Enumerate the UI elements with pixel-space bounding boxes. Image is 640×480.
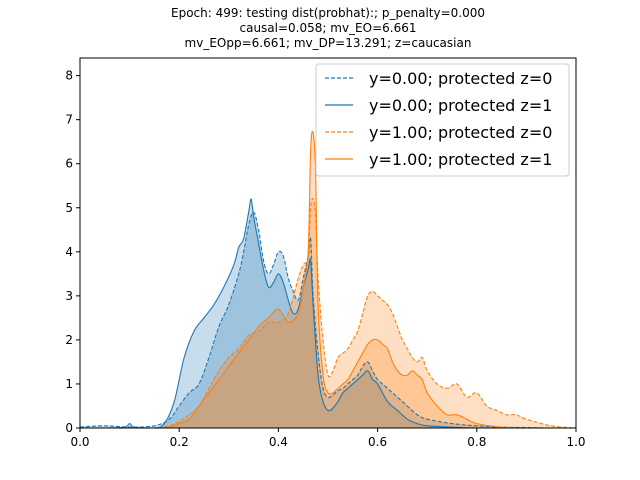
legend-label: y=1.00; protected z=0 [369, 123, 552, 142]
y-tick-label: 5 [65, 201, 73, 215]
plot-frame [79, 57, 577, 429]
y-tick-label: 7 [65, 113, 73, 127]
chart-title: Epoch: 499: testing dist(probhat):; p_pe… [171, 6, 485, 50]
x-tick-label: 0.0 [70, 435, 89, 449]
series-3-area [80, 198, 576, 428]
y-tick-label: 6 [65, 157, 73, 171]
x-axis: 0.0 0.2 0.4 0.6 0.8 1.0 [70, 428, 586, 449]
x-tick-label: 0.4 [269, 435, 288, 449]
x-tick-label: 0.8 [467, 435, 486, 449]
series-1-area [80, 212, 576, 428]
density-lines [79, 130, 577, 429]
legend-box [315, 63, 570, 177]
legend-label: y=1.00; protected z=1 [369, 150, 552, 169]
series-4-line [80, 130, 576, 429]
y-axis: 0 1 2 3 4 5 6 7 8 [65, 69, 80, 435]
y-tick-label: 1 [65, 377, 73, 391]
x-tick-label: 0.2 [170, 435, 189, 449]
title-line-2: causal=0.058; mv_EO=6.661 [240, 21, 417, 35]
y-tick-label: 0 [65, 421, 73, 435]
x-tick-label: 1.0 [566, 435, 585, 449]
legend-item-4: y=1.00; protected z=1 [325, 150, 552, 169]
legend-label: y=0.00; protected z=0 [369, 69, 552, 88]
legend-item-1: y=0.00; protected z=0 [325, 69, 552, 88]
x-tick-label: 0.6 [368, 435, 387, 449]
legend-label: y=0.00; protected z=1 [369, 96, 552, 115]
title-line-3: mv_EOpp=6.661; mv_DP=13.291; z=caucasian [185, 36, 472, 50]
legend-item-2: y=0.00; protected z=1 [325, 96, 552, 115]
y-tick-label: 4 [65, 245, 73, 259]
title-line-1: Epoch: 499: testing dist(probhat):; p_pe… [171, 6, 485, 20]
series-2-line [80, 198, 576, 429]
y-tick-label: 3 [65, 289, 73, 303]
series-3-line [80, 197, 577, 429]
legend: y=0.00; protected z=0 y=0.00; protected z… [315, 63, 570, 177]
y-tick-label: 2 [65, 333, 73, 347]
y-tick-label: 8 [65, 69, 73, 83]
series-1-line [79, 211, 576, 429]
legend-item-3: y=1.00; protected z=0 [325, 123, 552, 142]
